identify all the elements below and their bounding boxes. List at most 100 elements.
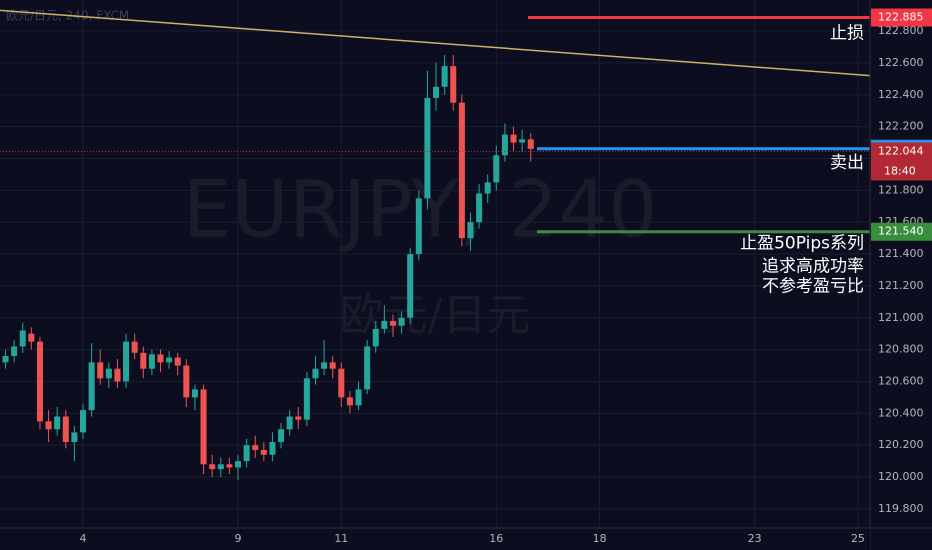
x-tick-label: 23	[748, 532, 762, 545]
candle-body	[105, 368, 112, 379]
price-label: 122.044	[878, 144, 924, 157]
watermark: 欧元/日元	[340, 290, 531, 341]
candle-body	[338, 368, 345, 398]
candle-body	[510, 134, 517, 143]
candle-body	[166, 357, 173, 363]
candle-body	[79, 410, 87, 433]
x-tick-label: 4	[80, 532, 87, 545]
candle-body	[441, 66, 448, 87]
y-tick-label: 122.800	[878, 24, 924, 37]
candle-body	[174, 357, 181, 366]
candle-body	[140, 352, 147, 369]
level-note: 卖出	[830, 153, 864, 173]
y-tick-label: 122.400	[878, 88, 924, 101]
y-tick-label: 122.200	[878, 120, 924, 133]
candle-body	[234, 461, 242, 468]
candle-body	[407, 254, 414, 318]
price-label-bg	[871, 222, 932, 241]
x-tick-label: 11	[334, 532, 348, 545]
y-tick-label: 119.800	[878, 502, 924, 515]
candle-body	[501, 134, 508, 156]
candle-body	[321, 362, 328, 369]
candle-body	[97, 362, 104, 379]
candle-body	[329, 362, 336, 369]
candle-body	[209, 464, 216, 470]
candle-body	[398, 317, 405, 326]
candle-body	[476, 193, 483, 223]
candle-body	[243, 445, 250, 462]
candle-body	[183, 365, 190, 398]
candle-body	[286, 416, 293, 430]
candle-body	[131, 341, 138, 353]
x-tick-label: 25	[851, 532, 865, 545]
candle-body	[252, 445, 259, 450]
y-tick-label: 122.600	[878, 56, 924, 69]
candle-body	[372, 328, 379, 347]
y-tick-label: 120.400	[878, 406, 924, 419]
x-tick-label: 18	[593, 532, 607, 545]
price-axis	[870, 0, 932, 528]
candle-body	[123, 341, 130, 382]
grid	[0, 0, 870, 528]
trendline	[0, 9, 871, 77]
y-tick-label: 120.200	[878, 438, 924, 451]
candle-body	[484, 182, 491, 194]
y-tick-label: 121.000	[878, 311, 924, 324]
price-label-bg	[871, 8, 932, 27]
candle-body	[303, 378, 310, 420]
candle-body	[11, 346, 18, 356]
countdown: 18:40	[884, 164, 916, 177]
candle-body	[355, 389, 362, 406]
candle-body	[312, 368, 319, 379]
candle-body	[519, 139, 526, 143]
level-note: 止损	[830, 24, 864, 44]
candle-body	[114, 368, 121, 382]
candle-body	[381, 320, 388, 329]
candle-body	[467, 222, 474, 239]
y-tick-label: 120.000	[878, 470, 924, 483]
candle-body	[226, 464, 233, 468]
candle-body	[191, 389, 198, 398]
axes: 119.800 120.000 120.200 120.400 120.600 120.8…	[80, 8, 932, 545]
candle-body	[278, 429, 285, 442]
candle-body	[433, 86, 440, 98]
x-tick-label: 16	[489, 532, 503, 545]
candle-body	[295, 416, 302, 420]
candle-body	[200, 389, 207, 465]
candle-body	[527, 139, 534, 149]
y-tick-label: 121.800	[878, 183, 924, 196]
candle-body	[493, 155, 500, 183]
level-note: 止盈50Pips系列	[740, 234, 864, 254]
candle-body	[260, 449, 267, 455]
candle-body	[88, 362, 95, 411]
candle-body	[458, 102, 465, 239]
level-note: 追求高成功率	[762, 257, 864, 277]
candle-body	[62, 416, 69, 442]
price-label: 122.885	[878, 11, 924, 24]
candle-body	[389, 320, 396, 326]
candle-body	[364, 346, 371, 390]
candle-body	[415, 198, 422, 255]
x-tick-label: 9	[234, 532, 241, 545]
y-tick-label: 120.600	[878, 374, 924, 387]
candle-body	[45, 421, 52, 430]
time-axis	[0, 528, 870, 550]
candle-body	[19, 330, 26, 347]
candle-body	[54, 416, 61, 430]
y-tick-label: 120.800	[878, 343, 924, 356]
candle-body	[346, 397, 353, 406]
candle-body	[28, 333, 35, 342]
y-tick-label: 121.200	[878, 279, 924, 292]
y-tick-label: 121.400	[878, 247, 924, 260]
candle-body	[71, 432, 78, 442]
candle-body	[148, 354, 155, 369]
candle-body	[157, 354, 164, 363]
candle-body	[36, 341, 43, 422]
candle-body	[450, 66, 457, 103]
candle-body	[269, 441, 276, 455]
candle-body	[2, 355, 9, 363]
